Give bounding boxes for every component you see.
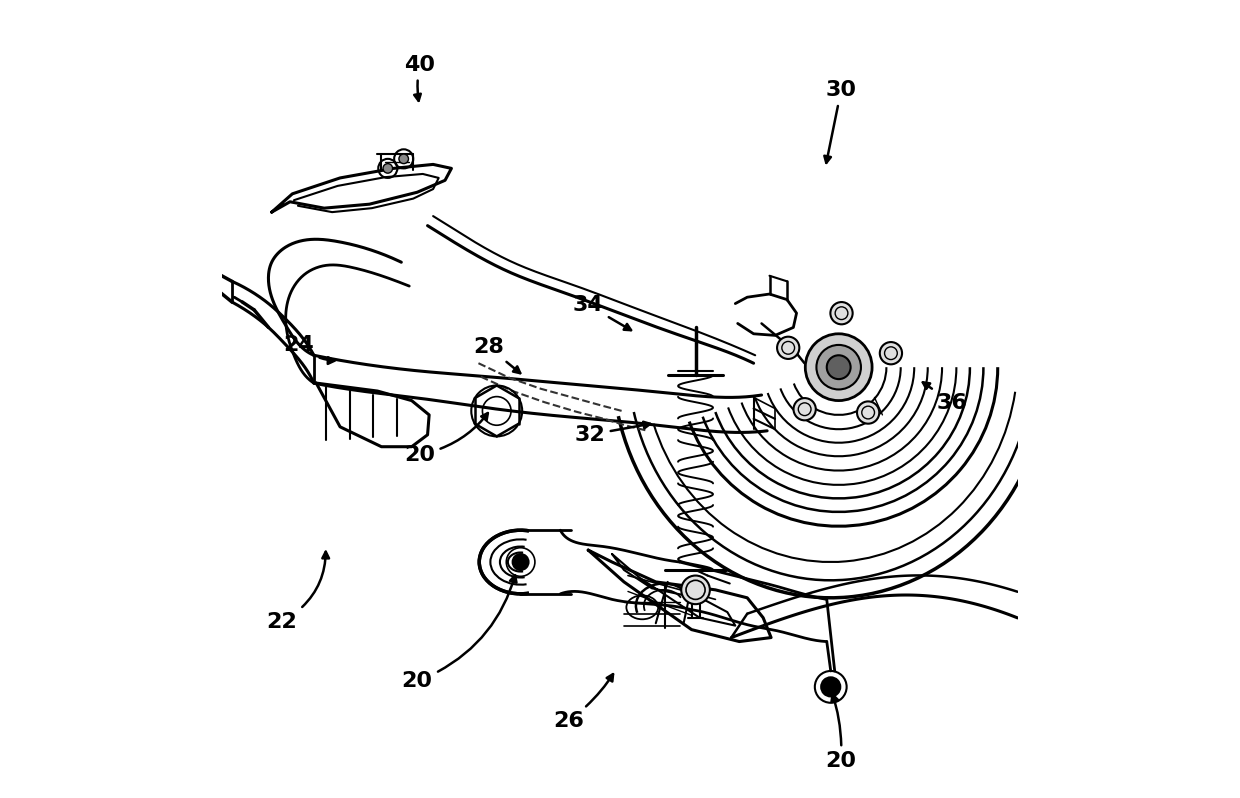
- Text: 40: 40: [404, 55, 435, 101]
- Text: 24: 24: [284, 335, 335, 364]
- Circle shape: [777, 337, 800, 359]
- Text: 36: 36: [923, 382, 968, 413]
- Circle shape: [794, 398, 816, 421]
- Text: 22: 22: [267, 551, 329, 632]
- Circle shape: [827, 355, 851, 379]
- Circle shape: [399, 154, 408, 164]
- Circle shape: [821, 678, 841, 697]
- Text: 28: 28: [474, 338, 521, 373]
- Text: 34: 34: [573, 295, 631, 330]
- Circle shape: [512, 554, 528, 570]
- Circle shape: [816, 345, 861, 389]
- Text: 32: 32: [574, 422, 650, 444]
- Circle shape: [831, 302, 853, 324]
- Circle shape: [857, 401, 879, 424]
- Circle shape: [681, 575, 709, 604]
- Text: 20: 20: [402, 575, 517, 691]
- Text: 20: 20: [404, 413, 487, 464]
- Circle shape: [383, 164, 393, 173]
- Circle shape: [880, 342, 901, 365]
- Text: 20: 20: [826, 694, 857, 771]
- Circle shape: [805, 334, 872, 401]
- Text: 26: 26: [553, 674, 613, 731]
- Text: 30: 30: [825, 81, 857, 163]
